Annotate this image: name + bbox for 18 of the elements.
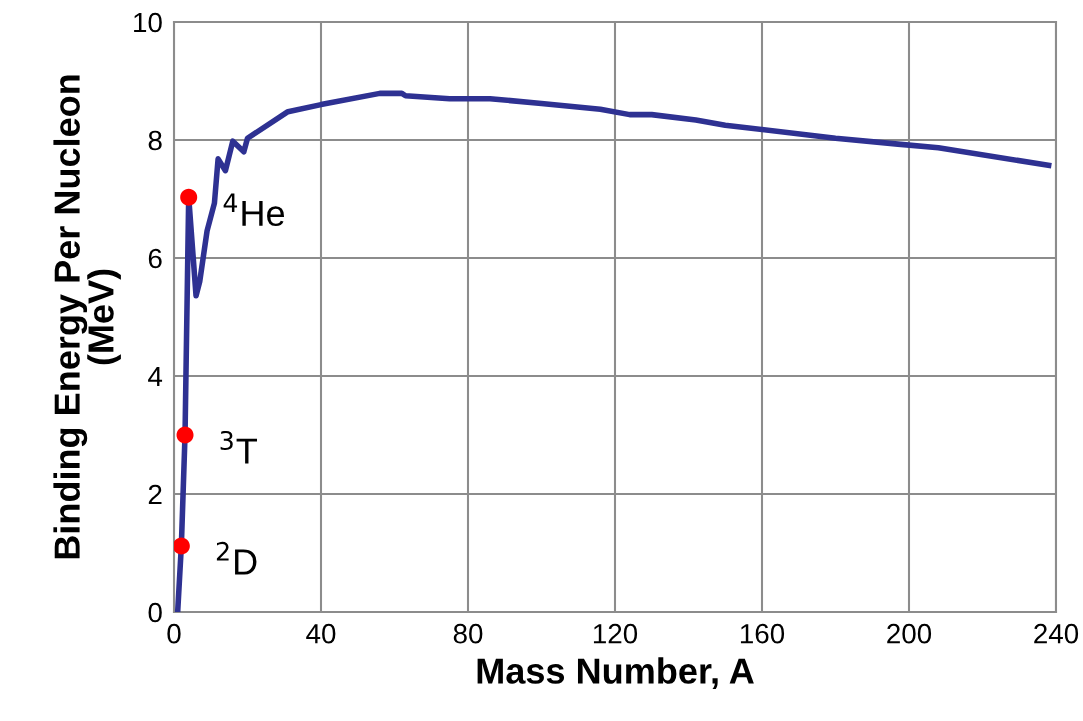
x-tick-label: 40 bbox=[306, 623, 336, 644]
x-tick-label: 200 bbox=[887, 623, 932, 644]
y-tick-label: 0 bbox=[148, 602, 162, 623]
x-tick-label: 80 bbox=[453, 623, 483, 644]
annotation: $^{3}$T bbox=[220, 430, 258, 464]
x-tick-label: 120 bbox=[593, 623, 638, 644]
y-tick-label: 10 bbox=[134, 12, 162, 33]
y-tick-label: 2 bbox=[148, 484, 162, 505]
y-tick-label: 8 bbox=[148, 130, 162, 151]
x-tick-label: 160 bbox=[740, 623, 785, 644]
y-tick-label: 6 bbox=[148, 248, 162, 269]
y-tick-label: 4 bbox=[148, 366, 163, 387]
y-axis-title: Binding Energy Per Nucleon (MeV) bbox=[53, 75, 121, 559]
annotation: $^{2}$D bbox=[216, 541, 257, 575]
x-tick-label: 0 bbox=[167, 623, 181, 644]
annotation: $^{4}$He bbox=[223, 193, 285, 227]
x-axis-title: Mass Number, A bbox=[477, 657, 754, 690]
x-tick-label: 240 bbox=[1034, 623, 1079, 644]
